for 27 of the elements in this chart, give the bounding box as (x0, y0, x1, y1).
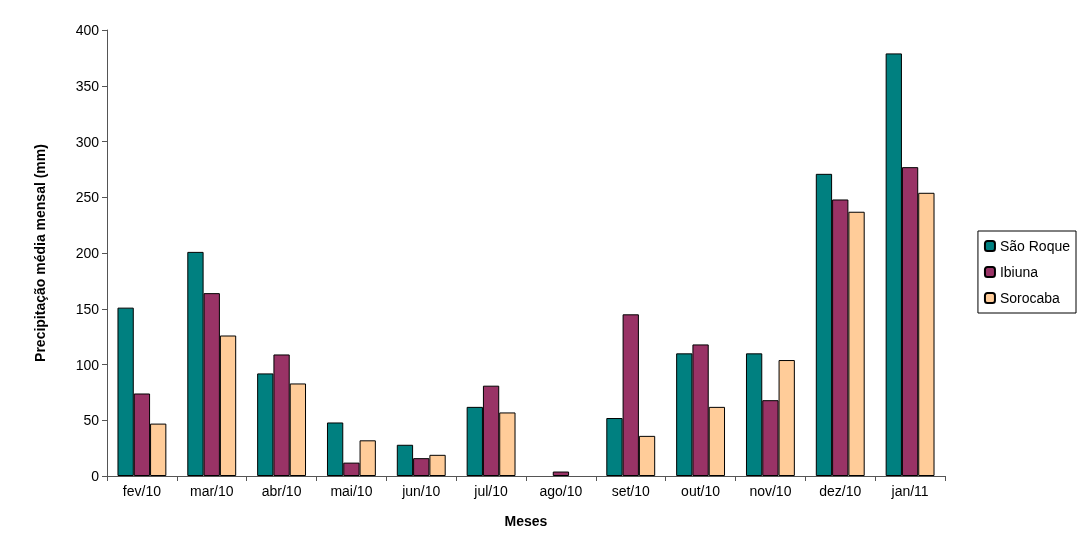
legend-label: Sorocaba (999, 290, 1061, 306)
y-tick-label: 350 (75, 77, 100, 94)
legend-label: Ibiuna (999, 264, 1039, 280)
y-tick-label: 400 (75, 22, 100, 38)
y-axis-title: Precipitação média mensal (mm) (32, 144, 48, 362)
y-tick-label: 50 (83, 412, 100, 429)
x-tick-label: ago/10 (539, 483, 583, 499)
y-tick-label: 0 (91, 468, 100, 484)
y-tick-label: 100 (75, 356, 100, 373)
y-tick-label: 300 (75, 133, 100, 150)
x-tick-label: mar/10 (189, 483, 234, 499)
y-tick-label: 200 (75, 245, 100, 261)
x-tick-label: jul/10 (473, 483, 509, 499)
y-tick-label: 150 (75, 300, 100, 317)
legend-label: São Roque (999, 238, 1071, 254)
x-tick-label: jan/11 (890, 483, 929, 499)
x-tick-label: dez/10 (819, 483, 862, 499)
x-tick-label: set/10 (611, 483, 651, 499)
bar (552, 471, 570, 476)
x-tick-label: nov/10 (749, 483, 792, 499)
x-tick-label: out/10 (681, 483, 721, 499)
x-axis-title: Meses (504, 513, 548, 529)
x-tick-label: mai/10 (330, 483, 373, 499)
x-tick-label: fev/10 (122, 483, 162, 499)
x-tick-label: abr/10 (261, 483, 302, 499)
y-tick-label: 250 (75, 189, 100, 206)
x-tick-label: jun/10 (401, 483, 441, 499)
